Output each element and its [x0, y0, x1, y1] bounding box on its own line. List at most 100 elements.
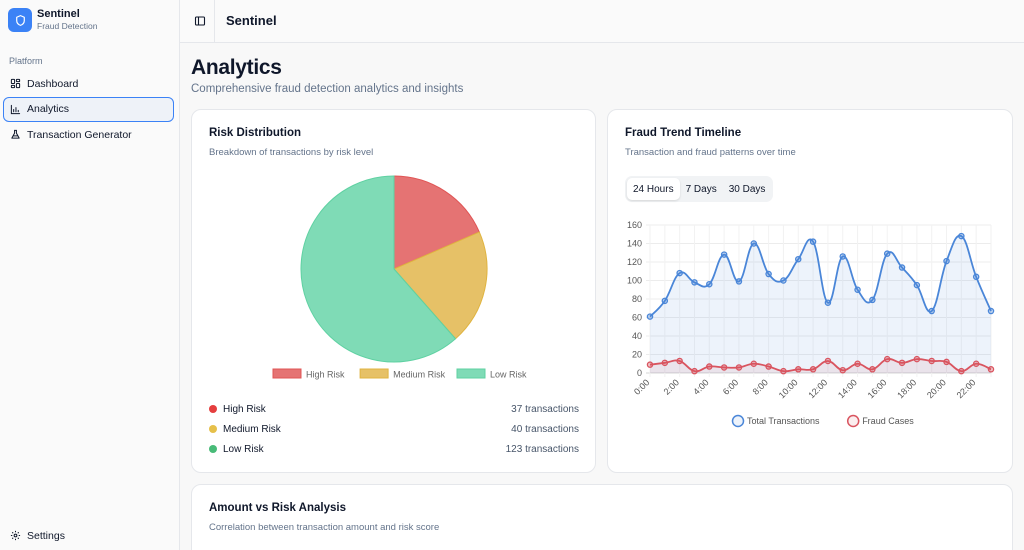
- data-point[interactable]: [928, 307, 935, 315]
- data-point[interactable]: [943, 358, 950, 366]
- data-point[interactable]: [795, 255, 802, 263]
- data-point[interactable]: [898, 359, 906, 367]
- data-point[interactable]: [676, 357, 683, 365]
- legend-name: High Risk: [223, 403, 266, 415]
- x-tick-label: 2:00: [662, 377, 681, 396]
- sidebar: Sentinel Fraud Detection Platform Dashbo…: [0, 0, 180, 550]
- card-subtitle: Breakdown of transactions by risk level: [209, 147, 374, 158]
- data-point[interactable]: [913, 355, 921, 363]
- legend-name: Low Risk: [223, 443, 264, 455]
- sidebar-item-label: Analytics: [27, 103, 70, 115]
- legend-marker: [846, 414, 860, 428]
- data-point[interactable]: [824, 357, 832, 365]
- data-point[interactable]: [661, 359, 669, 367]
- data-point[interactable]: [691, 279, 698, 286]
- x-tick-label: 4:00: [691, 377, 710, 396]
- data-point[interactable]: [898, 264, 906, 271]
- data-point[interactable]: [780, 277, 787, 284]
- data-point[interactable]: [750, 240, 758, 247]
- data-point[interactable]: [780, 367, 787, 375]
- tab-7-days[interactable]: 7 Days: [685, 183, 717, 195]
- data-point[interactable]: [958, 232, 965, 240]
- data-point[interactable]: [706, 363, 713, 370]
- y-tick-label: 60: [632, 313, 642, 323]
- data-point[interactable]: [987, 307, 995, 315]
- legend-dot-medium: [209, 425, 217, 433]
- x-tick-label: 18:00: [895, 377, 918, 400]
- pie-legend-label: Medium Risk: [393, 370, 446, 380]
- data-point[interactable]: [750, 360, 758, 367]
- tab-30-days[interactable]: 30 Days: [728, 183, 766, 195]
- data-point[interactable]: [809, 366, 817, 373]
- pie-legend-swatch: [456, 368, 486, 379]
- data-point[interactable]: [943, 257, 950, 265]
- bar-chart-icon: [10, 104, 21, 114]
- data-point[interactable]: [913, 281, 921, 289]
- data-point[interactable]: [883, 355, 891, 363]
- pie-legend-item[interactable]: Medium Risk: [359, 368, 446, 380]
- sidebar-item-analytics[interactable]: Analytics: [3, 96, 174, 122]
- pie-legend-label: Low Risk: [490, 370, 527, 380]
- data-point[interactable]: [958, 367, 965, 375]
- tab-24-hours[interactable]: 24 Hours: [627, 178, 680, 200]
- data-point[interactable]: [972, 360, 980, 367]
- brand[interactable]: Sentinel Fraud Detection: [8, 8, 97, 32]
- brand-subtitle: Fraud Detection: [37, 21, 98, 31]
- pie-slice-medium-risk[interactable]: [393, 231, 488, 340]
- data-point[interactable]: [661, 297, 669, 305]
- data-point[interactable]: [691, 367, 698, 375]
- pie-legend-swatch: [272, 368, 302, 379]
- data-point[interactable]: [854, 286, 861, 294]
- data-point[interactable]: [646, 361, 654, 368]
- sidebar-item-settings[interactable]: Settings: [3, 523, 174, 548]
- sidebar-toggle-button[interactable]: [192, 13, 208, 29]
- data-point[interactable]: [839, 253, 846, 260]
- data-point[interactable]: [795, 366, 802, 373]
- risk-pie-chart: High Risk Medium Risk Low Risk: [272, 175, 527, 380]
- data-point[interactable]: [720, 251, 728, 258]
- data-point[interactable]: [883, 250, 891, 257]
- sidebar-toggle-icon: [194, 16, 206, 26]
- data-point[interactable]: [646, 313, 654, 320]
- data-point[interactable]: [869, 366, 876, 373]
- pie-legend-label: High Risk: [306, 370, 345, 380]
- risk-legend-row-high: High Risk 37 transactions: [209, 401, 579, 417]
- data-point[interactable]: [869, 296, 876, 304]
- x-tick-label: 12:00: [806, 377, 829, 400]
- legend-marker: [731, 414, 745, 428]
- pie-slice-low-risk[interactable]: [300, 175, 457, 363]
- pie-legend-item[interactable]: Low Risk: [456, 368, 527, 380]
- x-tick-label: 22:00: [955, 377, 978, 400]
- risk-legend-row-medium: Medium Risk 40 transactions: [209, 421, 579, 437]
- data-point[interactable]: [735, 278, 743, 285]
- data-point[interactable]: [972, 273, 980, 281]
- line-legend-item[interactable]: Total Transactions: [731, 414, 821, 428]
- y-tick-label: 0: [637, 368, 642, 378]
- card-title: Risk Distribution: [209, 127, 302, 139]
- sidebar-item-transaction-generator[interactable]: Transaction Generator: [3, 122, 174, 147]
- legend-count: 40 transactions: [511, 423, 579, 435]
- y-tick-label: 80: [632, 294, 642, 304]
- line-legend-item[interactable]: Fraud Cases: [846, 414, 915, 428]
- brand-title: Sentinel: [37, 8, 80, 20]
- data-point[interactable]: [824, 299, 832, 306]
- data-point[interactable]: [928, 357, 935, 365]
- line-legend-label: Total Transactions: [747, 416, 820, 426]
- shield-icon: [8, 8, 32, 32]
- data-point[interactable]: [735, 364, 743, 371]
- data-point[interactable]: [765, 270, 772, 278]
- data-point[interactable]: [854, 360, 861, 367]
- data-point[interactable]: [720, 364, 728, 371]
- fraud-trend-card: Fraud Trend Timeline Transaction and fra…: [607, 109, 1013, 473]
- data-point[interactable]: [987, 366, 995, 373]
- data-point[interactable]: [676, 269, 683, 277]
- sidebar-item-dashboard[interactable]: Dashboard: [3, 71, 174, 96]
- pie-slice-high-risk[interactable]: [393, 175, 481, 270]
- pie-legend-item[interactable]: High Risk: [272, 368, 345, 380]
- card-title: Fraud Trend Timeline: [625, 127, 742, 139]
- amount-vs-risk-card: Amount vs Risk Analysis Correlation betw…: [191, 484, 1013, 550]
- data-point[interactable]: [839, 366, 846, 374]
- data-point[interactable]: [765, 363, 772, 370]
- data-point[interactable]: [809, 238, 817, 245]
- data-point[interactable]: [706, 280, 713, 288]
